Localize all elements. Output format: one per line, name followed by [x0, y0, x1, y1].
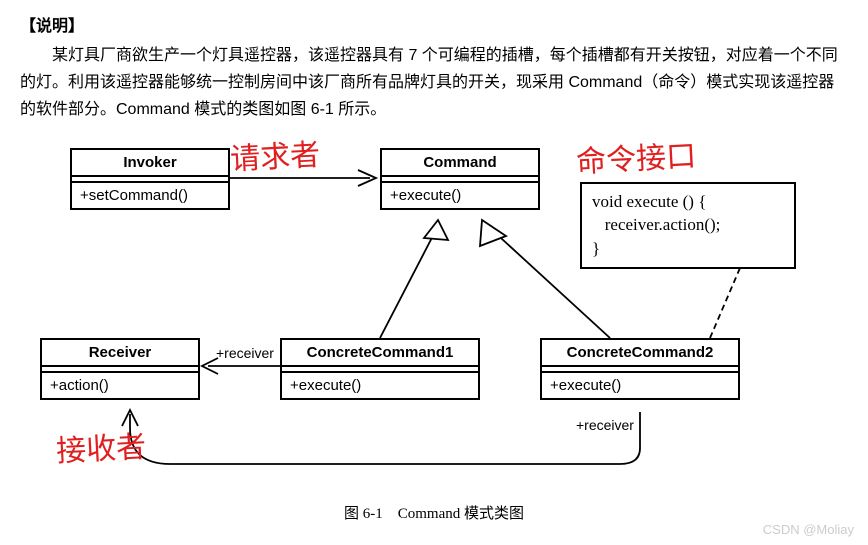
uml-diagram: +receiver +receiver code box (dashed dep…: [20, 128, 848, 498]
class-title: Receiver: [42, 340, 198, 367]
class-command: Command +execute(): [380, 148, 540, 210]
class-method: +execute(): [382, 183, 538, 208]
figure-caption: 图 6-1 Command 模式类图: [20, 502, 848, 523]
class-invoker: Invoker +setCommand(): [70, 148, 230, 210]
class-concrete-command-1: ConcreteCommand1 +execute(): [280, 338, 480, 400]
edge-cc1-command: [380, 226, 438, 338]
class-title: ConcreteCommand2: [542, 340, 738, 367]
class-title: Invoker: [72, 150, 228, 177]
edge-cc2-code: [710, 268, 740, 338]
code-line: }: [592, 237, 784, 261]
class-method: +execute(): [282, 373, 478, 398]
class-receiver: Receiver +action(): [40, 338, 200, 400]
edge-cc2-receiver: [130, 412, 640, 464]
class-method: +setCommand(): [72, 183, 228, 208]
annotation-command: 命令接口: [575, 130, 697, 180]
class-method: +action(): [42, 373, 198, 398]
code-line: void execute () {: [592, 190, 784, 214]
section-heading: 【说明】: [20, 12, 848, 36]
class-title: Command: [382, 150, 538, 177]
class-method: +execute(): [542, 373, 738, 398]
class-title: ConcreteCommand1: [282, 340, 478, 367]
code-note: void execute () { receiver.action(); }: [580, 182, 796, 269]
class-concrete-command-2: ConcreteCommand2 +execute(): [540, 338, 740, 400]
code-line: receiver.action();: [592, 213, 784, 237]
label-cc1-receiver: +receiver: [216, 345, 274, 361]
label-cc2-receiver: +receiver: [576, 417, 634, 433]
description-paragraph: 某灯具厂商欲生产一个灯具遥控器，该遥控器具有 7 个可编程的插槽，每个插槽都有开…: [20, 42, 848, 124]
arrowhead-cc2-command: [480, 220, 506, 246]
arrowhead-cc1-command: [424, 220, 448, 240]
annotation-receiver: 接收者: [55, 421, 147, 470]
watermark: CSDN @Moliay: [763, 522, 854, 537]
annotation-invoker: 请求者: [229, 129, 321, 178]
